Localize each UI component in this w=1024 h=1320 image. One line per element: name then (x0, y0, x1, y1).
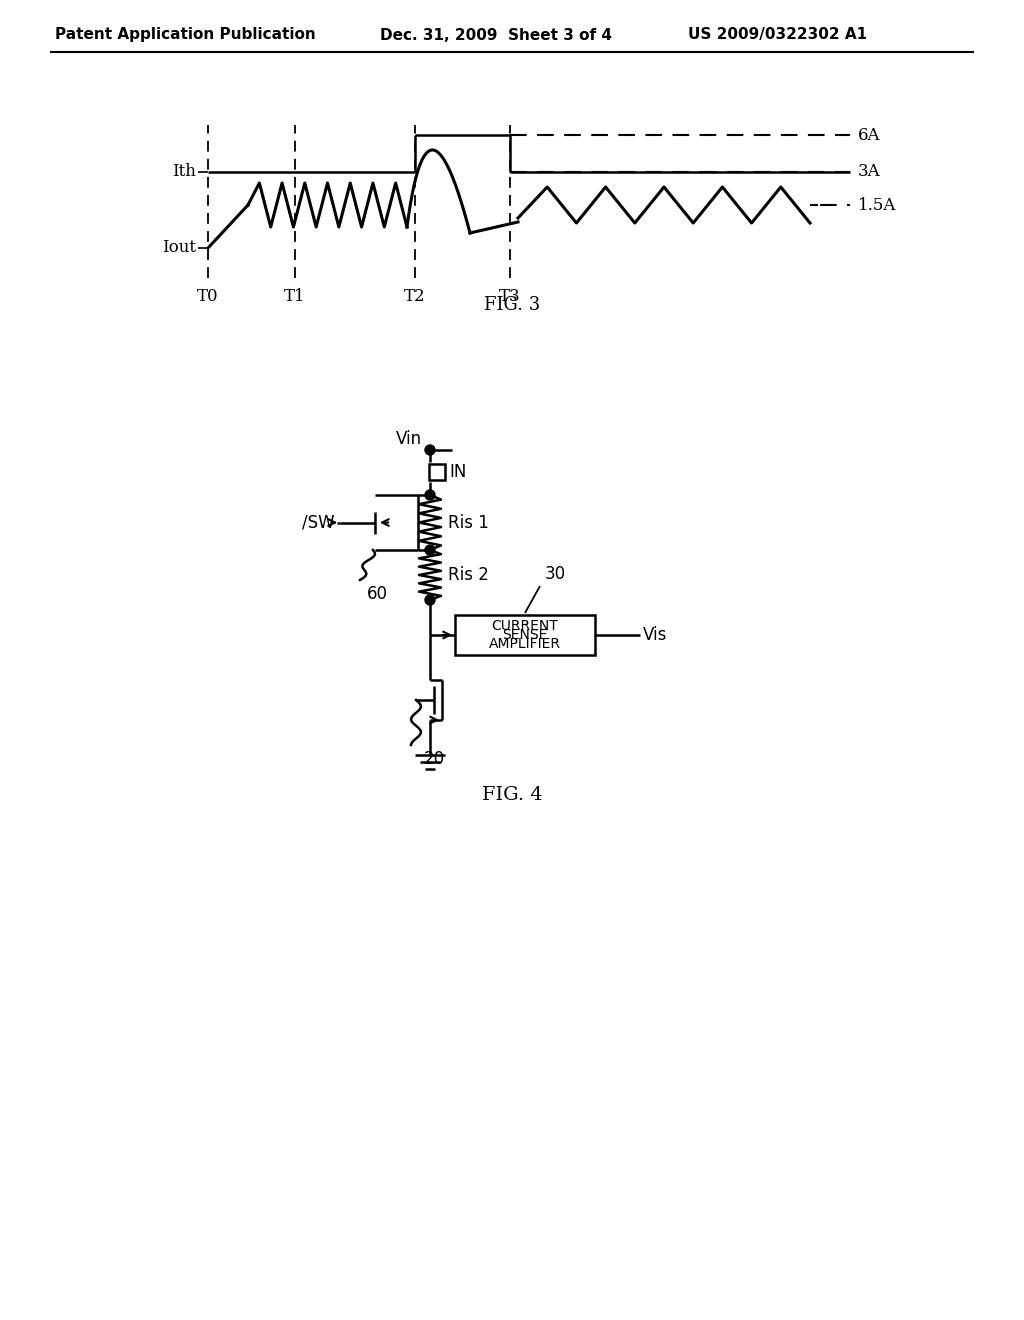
Text: US 2009/0322302 A1: US 2009/0322302 A1 (688, 28, 867, 42)
Circle shape (425, 545, 435, 554)
Text: Ith: Ith (172, 164, 196, 181)
Text: 1.5A: 1.5A (858, 197, 896, 214)
Text: T3: T3 (499, 288, 521, 305)
Text: Iout: Iout (162, 239, 196, 256)
Text: T1: T1 (285, 288, 306, 305)
Text: CURRENT: CURRENT (492, 619, 558, 634)
Text: T0: T0 (198, 288, 219, 305)
Circle shape (425, 445, 435, 455)
Text: Vis: Vis (643, 626, 668, 644)
Text: 30: 30 (545, 565, 566, 583)
Text: Dec. 31, 2009  Sheet 3 of 4: Dec. 31, 2009 Sheet 3 of 4 (380, 28, 612, 42)
Text: FIG. 4: FIG. 4 (481, 785, 543, 804)
Text: 6A: 6A (858, 127, 881, 144)
Text: Ris 1: Ris 1 (449, 513, 488, 532)
Text: IN: IN (449, 463, 466, 480)
Bar (455, 615, 595, 655)
Text: SENSE: SENSE (503, 628, 548, 642)
Text: T2: T2 (404, 288, 426, 305)
Text: FIG. 3: FIG. 3 (484, 296, 540, 314)
Text: /SW: /SW (302, 513, 335, 532)
Text: 60: 60 (367, 585, 388, 603)
Text: 20: 20 (424, 750, 445, 768)
Text: Ris 2: Ris 2 (449, 566, 488, 583)
Bar (429, 465, 445, 480)
Text: AMPLIFIER: AMPLIFIER (489, 638, 561, 651)
Text: 3A: 3A (858, 164, 881, 181)
Text: Vin: Vin (396, 430, 422, 447)
Circle shape (425, 490, 435, 500)
Circle shape (425, 595, 435, 605)
Text: Patent Application Publication: Patent Application Publication (55, 28, 315, 42)
